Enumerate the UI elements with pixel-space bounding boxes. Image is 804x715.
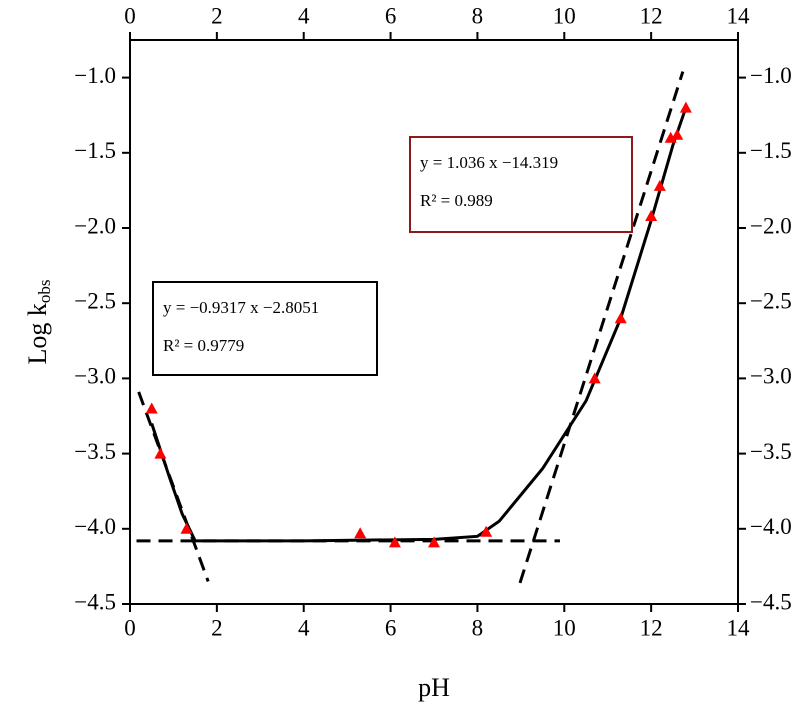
x-top-tick-label: 2 bbox=[211, 3, 223, 28]
data-point bbox=[614, 312, 627, 324]
y-right-tick-label: −2.0 bbox=[750, 213, 792, 238]
data-point bbox=[145, 402, 158, 414]
x-top-tick-label: 0 bbox=[124, 3, 136, 28]
x-tick-label: 6 bbox=[385, 615, 397, 640]
y-tick-label: −2.0 bbox=[74, 213, 116, 238]
annotation-text: R² = 0.9779 bbox=[163, 336, 244, 355]
x-tick-label: 10 bbox=[553, 615, 576, 640]
y-tick-label: −1.5 bbox=[74, 138, 116, 163]
data-point bbox=[354, 527, 367, 539]
annotation-text: y = 1.036 x −14.319 bbox=[420, 153, 558, 172]
y-tick-label: −2.5 bbox=[74, 288, 116, 313]
y-axis-label: Log kobs bbox=[23, 279, 54, 364]
x-axis-label: pH bbox=[418, 673, 450, 702]
data-point bbox=[180, 522, 193, 534]
x-top-tick-label: 4 bbox=[298, 3, 310, 28]
x-top-tick-label: 6 bbox=[385, 3, 397, 28]
x-top-tick-label: 14 bbox=[727, 3, 751, 28]
y-tick-label: −1.0 bbox=[74, 63, 116, 88]
data-point bbox=[388, 536, 401, 548]
y-label-sub: obs bbox=[35, 279, 54, 303]
y-right-tick-label: −2.5 bbox=[750, 288, 792, 313]
data-point bbox=[664, 131, 677, 143]
y-tick-label: −4.5 bbox=[74, 589, 116, 614]
y-right-tick-label: −4.5 bbox=[750, 589, 792, 614]
data-point bbox=[653, 179, 666, 191]
x-tick-label: 8 bbox=[472, 615, 484, 640]
data-point bbox=[428, 536, 440, 548]
x-top-tick-label: 8 bbox=[472, 3, 484, 28]
x-tick-label: 14 bbox=[727, 615, 751, 640]
x-tick-label: 0 bbox=[124, 615, 136, 640]
annotation-box bbox=[152, 281, 378, 376]
annotation-box bbox=[409, 136, 633, 233]
annotation-text: R² = 0.989 bbox=[420, 191, 493, 210]
y-right-tick-label: −3.5 bbox=[750, 439, 792, 464]
y-tick-label: −3.0 bbox=[74, 364, 116, 389]
data-point bbox=[679, 101, 692, 113]
y-right-tick-label: −4.0 bbox=[750, 514, 792, 539]
y-right-tick-label: −1.0 bbox=[750, 63, 792, 88]
y-tick-label: −4.0 bbox=[74, 514, 116, 539]
data-point bbox=[588, 372, 601, 384]
fit-line bbox=[137, 391, 210, 582]
annotation-text: y = −0.9317 x −2.8051 bbox=[163, 298, 319, 317]
data-point bbox=[154, 447, 167, 459]
data-point bbox=[671, 128, 684, 140]
y-right-tick-label: −1.5 bbox=[750, 138, 792, 163]
x-top-tick-label: 12 bbox=[640, 3, 663, 28]
y-right-tick-label: −3.0 bbox=[750, 364, 792, 389]
x-tick-label: 4 bbox=[298, 615, 310, 640]
x-top-tick-label: 10 bbox=[553, 3, 576, 28]
plot-frame bbox=[129, 39, 739, 605]
y-label-main: Log k bbox=[23, 303, 52, 364]
x-tick-label: 2 bbox=[211, 615, 223, 640]
x-tick-label: 12 bbox=[640, 615, 663, 640]
data-point bbox=[645, 209, 658, 221]
data-point bbox=[480, 525, 493, 537]
fit-line bbox=[518, 71, 685, 584]
y-tick-label: −3.5 bbox=[74, 439, 116, 464]
